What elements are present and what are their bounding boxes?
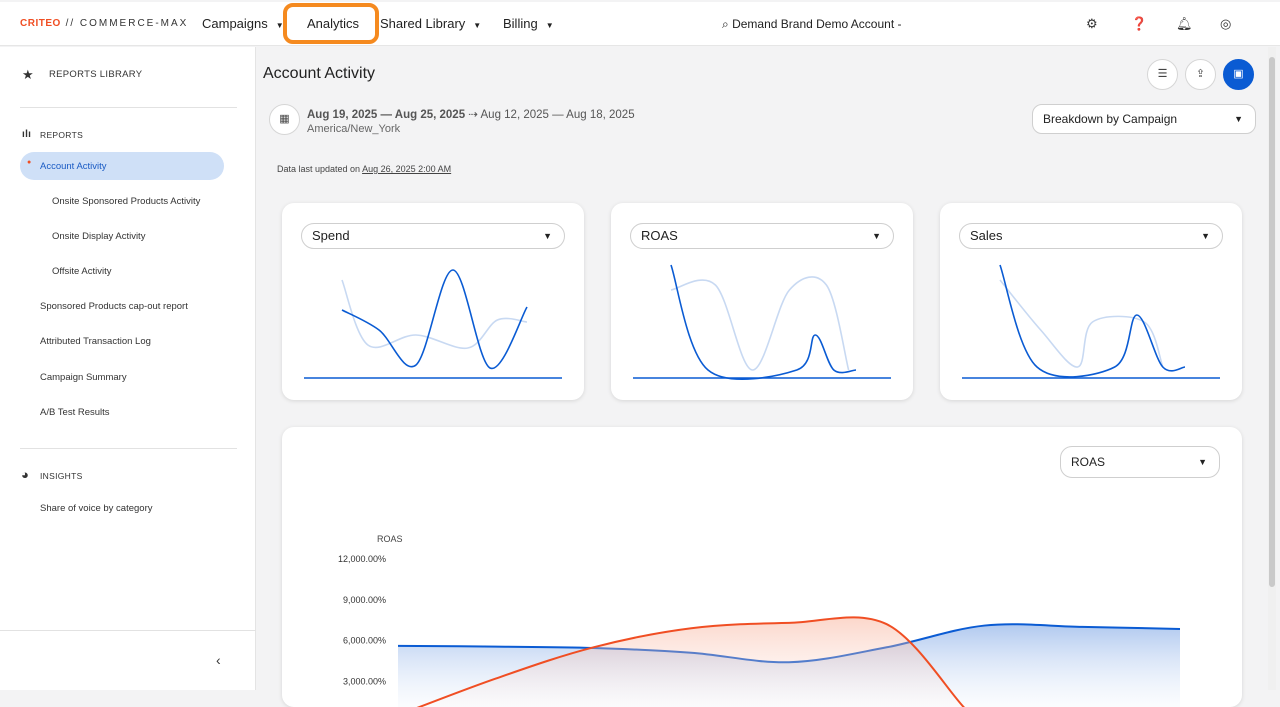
sales-sparkline (962, 264, 1220, 379)
star-icon: ★ (22, 67, 34, 82)
search-icon: ⌕ (722, 17, 729, 31)
sales-card: Sales ▼ (940, 203, 1242, 400)
nav-campaigns[interactable]: Campaigns ▼ (202, 16, 284, 31)
roas-area-chart: ROAS0.00%3,000.00%6,000.00%9,000.00%12,0… (338, 534, 1181, 707)
sidebar-item-account-activity[interactable] (20, 152, 224, 180)
metric-select[interactable]: Sales ▼ (959, 223, 1223, 249)
timezone: America/New_York (307, 123, 401, 135)
main-content: Account Activity ☰ ⇪ ▣ ▦ Aug 19, 2025 — … (257, 47, 1267, 707)
current-line (341, 269, 528, 369)
spend-card: Spend ▼ (282, 203, 584, 400)
series-line (416, 616, 966, 707)
roas-sparkline (633, 264, 891, 381)
series-area (419, 617, 964, 707)
main-chart-card: ROAS▼ ROAS0.00%3,000.00%6,000.00%9,000.0… (282, 427, 1242, 707)
sidebar-item[interactable]: Campaign Summary (40, 372, 127, 383)
sidebar-item[interactable]: Sponsored Products cap-out report (40, 301, 188, 312)
reports-heading: REPORTS (40, 130, 84, 140)
sidebar-item-label[interactable]: Account Activity (40, 161, 107, 172)
help-icon[interactable]: ❓ (1131, 16, 1148, 31)
metric-select[interactable]: Spend ▼ (301, 223, 565, 249)
sidebar-item[interactable]: Onsite Sponsored Products Activity (52, 196, 201, 207)
spend-sparkline (304, 269, 562, 379)
sidebar-item[interactable]: Attributed Transaction Log (40, 336, 151, 347)
account-switcher[interactable]: ⌕ Demand Brand Demo Account - (722, 17, 902, 31)
sidebar-item[interactable]: A/B Test Results (40, 407, 110, 418)
page-title: Account Activity (263, 65, 376, 82)
save-button[interactable]: ▣ (1223, 59, 1254, 90)
top-nav: CRITEO // COMMERCE-MAX Campaigns ▼ Analyt… (0, 2, 1280, 46)
collapse-sidebar-button[interactable]: ‹ (216, 652, 221, 668)
export-button[interactable]: ⇪ (1185, 59, 1216, 90)
nav-billing[interactable]: Billing ▼ (503, 16, 554, 31)
date-range-picker[interactable]: Aug 19, 2025 — Aug 25, 2025 ⇢ Aug 12, 20… (307, 109, 635, 121)
bar-chart-icon: ılı (22, 129, 32, 140)
insights-heading: INSIGHTS (40, 471, 83, 481)
bell-icon[interactable]: 🔔︎ (1176, 16, 1193, 31)
comparison-line (341, 279, 528, 349)
sidebar-item[interactable]: Share of voice by category (40, 503, 153, 514)
metric-select[interactable]: ROAS ▼ (630, 223, 894, 249)
main-metric-select[interactable]: ROAS ▼ (1060, 446, 1220, 478)
pie-chart-icon: ◕ (21, 467, 29, 482)
sidebar-item[interactable]: Onsite Display Activity (52, 231, 146, 242)
y-tick-label: 6,000.00% (343, 636, 386, 646)
last-updated: Data last updated on Aug 26, 2025 2:00 A… (277, 164, 452, 174)
filter-button[interactable]: ☰ (1147, 59, 1178, 90)
reports-library-link[interactable]: REPORTS LIBRARY (49, 69, 143, 80)
y-tick-label: 3,000.00% (343, 676, 386, 686)
y-tick-label: 9,000.00% (343, 595, 386, 605)
sidebar: ★ REPORTS LIBRARY ılı REPORTS ● Account … (0, 47, 256, 690)
current-line (670, 264, 857, 381)
nav-analytics[interactable]: Analytics (307, 16, 360, 31)
breakdown-select[interactable]: Breakdown by Campaign ▼ (1032, 104, 1256, 134)
roas-card: ROAS ▼ (611, 203, 913, 400)
gear-icon[interactable]: ⚙ (1086, 16, 1098, 31)
logo[interactable]: CRITEO // COMMERCE-MAX (20, 18, 189, 29)
y-axis-label: ROAS (377, 534, 403, 544)
scrollbar[interactable] (1268, 47, 1276, 690)
nav-shared-library[interactable]: Shared Library ▼ (380, 16, 482, 31)
comparison-line (999, 279, 1164, 368)
user-icon[interactable]: ◎ (1220, 16, 1232, 31)
sidebar-item[interactable]: Offsite Activity (52, 266, 112, 277)
analytics-highlight (283, 3, 379, 44)
calendar-icon[interactable]: ▦ (269, 104, 300, 135)
current-line (999, 264, 1186, 378)
y-tick-label: 12,000.00% (338, 554, 386, 564)
comparison-line (670, 276, 850, 371)
